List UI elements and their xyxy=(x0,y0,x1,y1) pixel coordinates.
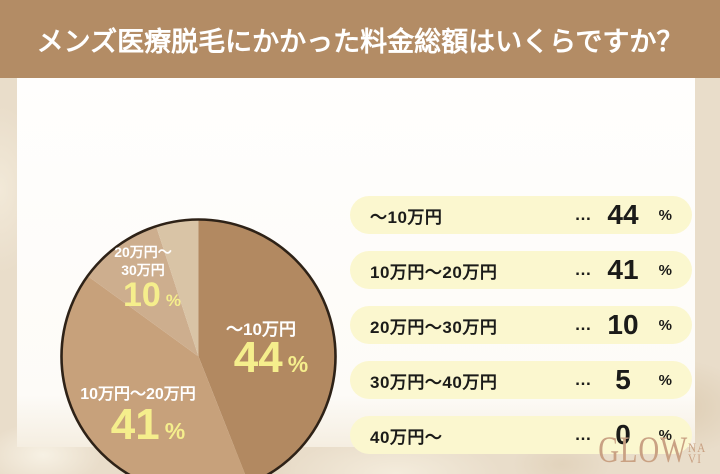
pie-value-number: 44 xyxy=(233,333,283,382)
logo-navi-bottom: VI xyxy=(688,451,703,466)
logo-navi-stack: NA VI xyxy=(688,440,707,466)
pie-label-line1: 20万円～ xyxy=(114,244,172,260)
pie-outline xyxy=(60,218,337,474)
legend-value: 0 xyxy=(615,419,631,450)
pie-label-under-10man: ～10万円 xyxy=(226,320,296,339)
header-banner: メンズ医療脱毛にかかった料金総額はいくらですか？ xyxy=(0,0,720,78)
legend-value: 44 xyxy=(607,199,639,230)
legend-label: ～10万円 xyxy=(370,207,443,227)
pie-value-20-30man: 10 % xyxy=(93,278,211,318)
legend-row-under-10man: ～10万円 … 44 % xyxy=(350,196,692,234)
legend: ～10万円 … 44 % 10万円～20万円 … 41 % 20万円～30万円 … xyxy=(350,196,692,471)
legend-label: 20万円～30万円 xyxy=(370,317,498,337)
percent-sign: % xyxy=(287,351,309,377)
percent-sign: % xyxy=(658,316,672,334)
legend-label: 10万円～20万円 xyxy=(370,262,498,282)
percent-sign: % xyxy=(658,206,672,224)
legend-label: 40万円～ xyxy=(370,427,443,447)
pie-slice-10-20man xyxy=(61,275,246,474)
legend-value: 10 xyxy=(607,309,639,340)
pie-label-20-30man: 20万円～ 30万円 xyxy=(93,243,193,279)
pie-value-under-10man: 44 % xyxy=(213,336,329,386)
percent-sign: % xyxy=(658,261,672,279)
legend-value: 41 xyxy=(607,254,639,285)
pie-value-number: 10 xyxy=(123,276,161,314)
pie-label-line2: 30万円 xyxy=(121,262,165,278)
legend-value: 5 xyxy=(615,364,631,395)
ellipsis: … xyxy=(574,425,592,444)
ellipsis: … xyxy=(574,260,592,279)
percent-sign: % xyxy=(658,371,672,389)
pie-chart xyxy=(60,218,337,474)
legend-row-20-30man: 20万円～30万円 … 10 % xyxy=(350,306,692,344)
pie-label-10-20man: 10万円～20万円 xyxy=(80,386,196,403)
pie-slice-20-30man xyxy=(87,226,199,357)
legend-label: 30万円～40万円 xyxy=(370,372,498,392)
percent-sign: % xyxy=(658,426,672,444)
logo-navi-top: NA xyxy=(688,440,707,455)
percent-sign: % xyxy=(164,418,186,444)
page-title: メンズ医療脱毛にかかった料金総額はいくらですか？ xyxy=(36,26,684,57)
pie-value-10-20man: 41 % xyxy=(83,403,213,453)
ellipsis: … xyxy=(574,205,592,224)
content-card: ～10万円 44 % 10万円～20万円 41 % 20万円～ 30万円 10 … xyxy=(17,78,695,474)
percent-sign: % xyxy=(165,291,181,310)
pie-value-number: 41 xyxy=(110,400,160,449)
ellipsis: … xyxy=(574,315,592,334)
logo-glow-text: GLOW xyxy=(598,430,689,471)
pie-slice-under-10man xyxy=(198,219,336,474)
legend-row-10-20man: 10万円～20万円 … 41 % xyxy=(350,251,692,289)
legend-row-over-40man: 40万円～ … 0 % xyxy=(350,416,692,454)
ellipsis: … xyxy=(574,370,592,389)
pie-slice-30-40man xyxy=(156,219,199,357)
brand-logo: GLOW NA VI xyxy=(573,430,710,471)
legend-row-30-40man: 30万円～40万円 … 5 % xyxy=(350,361,692,399)
